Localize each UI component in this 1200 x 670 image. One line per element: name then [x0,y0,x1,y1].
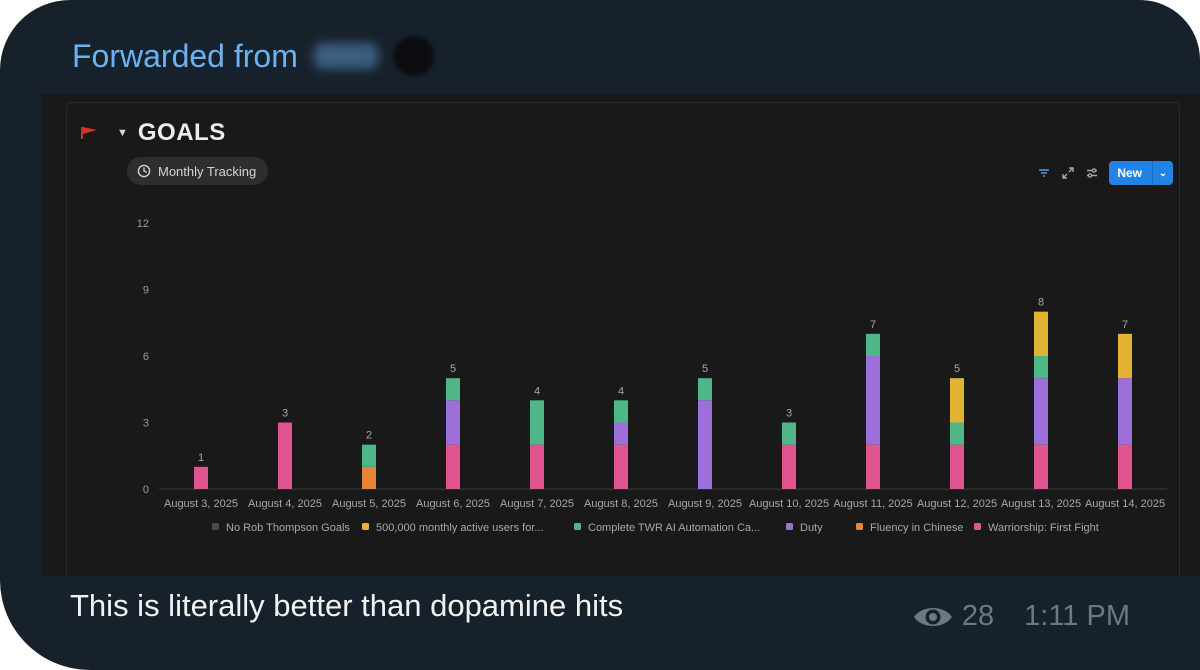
bar-segment [446,378,460,401]
bar-total-label: 3 [282,408,288,420]
x-tick-label: August 8, 2025 [584,498,658,510]
legend-item: Warriorship: First Fight [988,522,1099,534]
x-tick-label: August 3, 2025 [164,498,238,510]
bar-segment [614,400,628,423]
bar-total-label: 2 [366,430,372,442]
bar-segment [782,444,796,489]
x-tick-label: August 5, 2025 [332,498,406,510]
legend-swatch [786,523,793,530]
filter-icon[interactable] [1037,166,1051,180]
bar-segment [698,378,712,401]
blurred-sender-avatar[interactable] [393,36,434,76]
bar-segment [950,422,964,445]
eye-icon [912,603,954,631]
bar-segment [446,444,460,489]
stacked-bar-chart: 0 3 6 9 12 1 August 3, 2025 3 August 4, 2025 2 Aug… [137,218,1167,534]
bar-segment [1118,444,1132,489]
bar-segment [362,444,376,467]
forwarded-header[interactable]: Forwarded from [72,36,434,76]
y-tick-label: 9 [143,285,149,297]
bar-segment [530,400,544,445]
bar-total-label: 4 [534,385,540,397]
notion-database-panel: ▼ GOALS Monthly Tracking [66,102,1180,576]
bar-segment [614,444,628,489]
red-flag-icon [81,126,99,140]
bar-segment [362,466,376,489]
legend-swatch [856,523,863,530]
bar-segment [866,333,880,356]
bar-segment [866,444,880,489]
bar-segment [1034,444,1048,489]
x-tick-label: August 9, 2025 [668,498,742,510]
screenshot-image[interactable]: ▼ GOALS Monthly Tracking [42,94,1200,576]
y-tick-label: 0 [143,484,149,496]
bar-total-label: 5 [702,363,708,375]
chevron-down-icon[interactable]: ⌄ [1152,161,1173,185]
expand-icon[interactable] [1061,166,1075,180]
bar-segment [950,378,964,423]
view-count: 28 [961,600,995,632]
x-tick-label: August 13, 2025 [1001,498,1081,510]
bar-total-label: 1 [198,452,204,464]
clock-icon [137,164,151,178]
x-tick-label: August 10, 2025 [749,498,829,510]
bar-total-label: 5 [450,363,456,375]
legend-item: 500,000 monthly active users for... [376,522,544,534]
caret-down-icon[interactable]: ▼ [117,127,128,139]
bar-segment [950,444,964,489]
legend-swatch [974,523,981,530]
bar-total-label: 8 [1038,297,1044,309]
bar-segment [530,444,544,489]
x-tick-label: August 11, 2025 [833,498,912,510]
y-tick-label: 6 [143,351,149,363]
bar-segment [1118,333,1132,379]
bar-total-label: 7 [870,319,876,331]
legend-item: Duty [800,522,823,534]
legend-swatch [212,523,219,530]
bar-total-label: 3 [786,408,792,420]
new-button-label: New [1117,166,1142,180]
bar-total-label: 5 [954,363,960,375]
x-tick-label: August 14, 2025 [1085,498,1165,510]
bar-segment [194,466,208,489]
bar-segment [278,422,292,489]
settings-sliders-icon[interactable] [1085,166,1099,180]
database-title: GOALS [137,119,226,146]
legend-swatch [362,523,369,530]
bar-segment [1034,311,1048,356]
x-tick-label: August 4, 2025 [248,498,322,510]
legend-swatch [574,523,581,530]
tab-monthly-tracking[interactable]: Monthly Tracking [127,157,269,185]
bar-total-label: 7 [1122,319,1128,331]
y-tick-label: 3 [143,418,149,430]
legend-item: No Rob Thompson Goals [226,522,350,534]
bar-segment [866,356,880,445]
message-caption: This is literally better than dopamine h… [70,588,624,623]
y-tick-label: 12 [137,218,149,230]
bar-segment [446,400,460,445]
bar-total-label: 4 [618,385,624,397]
x-tick-label: August 12, 2025 [917,498,997,510]
bar-segment [698,400,712,489]
x-tick-label: August 7, 2025 [500,498,574,510]
bar-segment [1034,378,1048,445]
tab-label: Monthly Tracking [158,163,257,179]
bar-segment [1118,378,1132,445]
legend-item: Fluency in Chinese [870,522,964,534]
new-button[interactable]: New ⌄ [1109,161,1173,185]
message-meta: 28 1:11 PM [912,600,1130,633]
database-header: ▼ GOALS [81,119,226,147]
bar-segment [782,422,796,445]
legend-item: Complete TWR AI Automation Ca... [588,522,760,534]
message-time: 1:11 PM [1024,600,1130,632]
bar-segment [1034,356,1048,379]
bar-segment [614,422,628,445]
toolbar: New ⌄ [1037,161,1173,185]
forwarded-label: Forwarded from [72,37,298,74]
blurred-sender-name[interactable] [313,43,378,69]
x-tick-label: August 6, 2025 [416,498,490,510]
